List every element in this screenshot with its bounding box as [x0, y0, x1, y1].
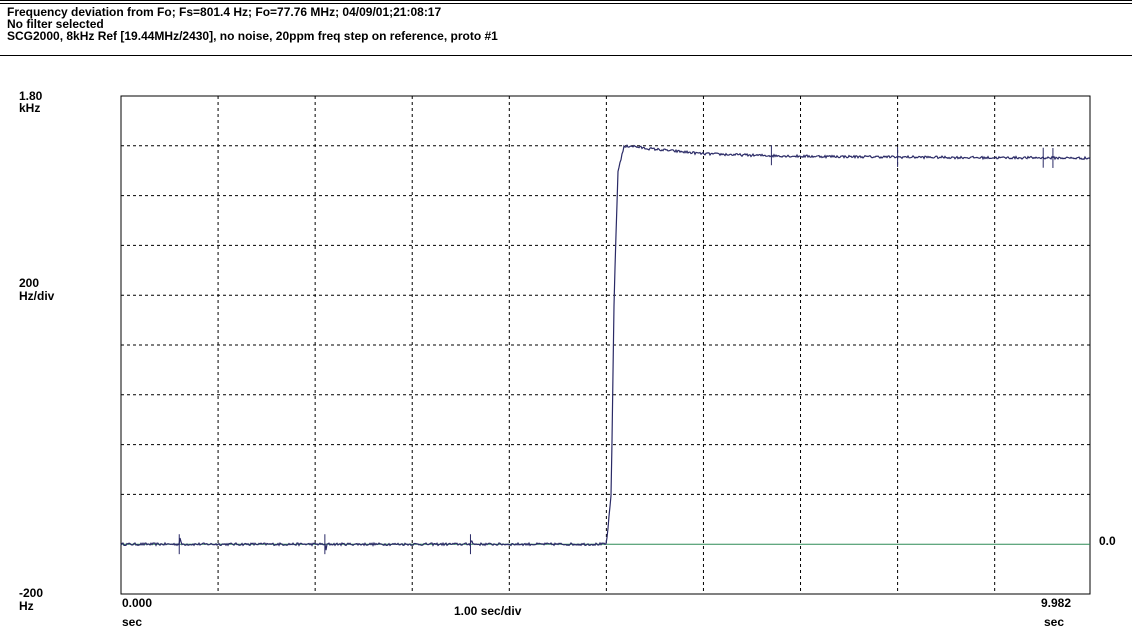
- y-reference-label: 0.0: [1099, 534, 1116, 548]
- header-line-2: No filter selected: [7, 17, 104, 31]
- series-line-0: [120, 144, 1091, 551]
- window-top-border: [0, 0, 1132, 1]
- header-line-3: SCG2000, 8kHz Ref [19.44MHz/2430], no no…: [7, 29, 498, 43]
- y-scale-value: 200: [19, 276, 40, 290]
- y-top-unit: kHz: [19, 101, 41, 115]
- header-line-1: Frequency deviation from Fo; Fs=801.4 Hz…: [7, 5, 442, 19]
- y-scale-unit: Hz/div: [19, 289, 55, 303]
- header-separator: [0, 55, 1132, 56]
- y-bottom-value: -200: [19, 586, 44, 600]
- x-end-value: 9.982: [1041, 596, 1072, 610]
- y-bottom-unit: Hz: [19, 599, 34, 613]
- x-scale-label: 1.00 sec/div: [454, 604, 522, 618]
- x-end-unit: sec: [1044, 615, 1065, 629]
- y-top-value: 1.80: [19, 89, 43, 103]
- window-top-border-inner: [0, 3, 1132, 4]
- x-start-unit: sec: [122, 615, 143, 629]
- x-start-value: 0.000: [122, 596, 153, 610]
